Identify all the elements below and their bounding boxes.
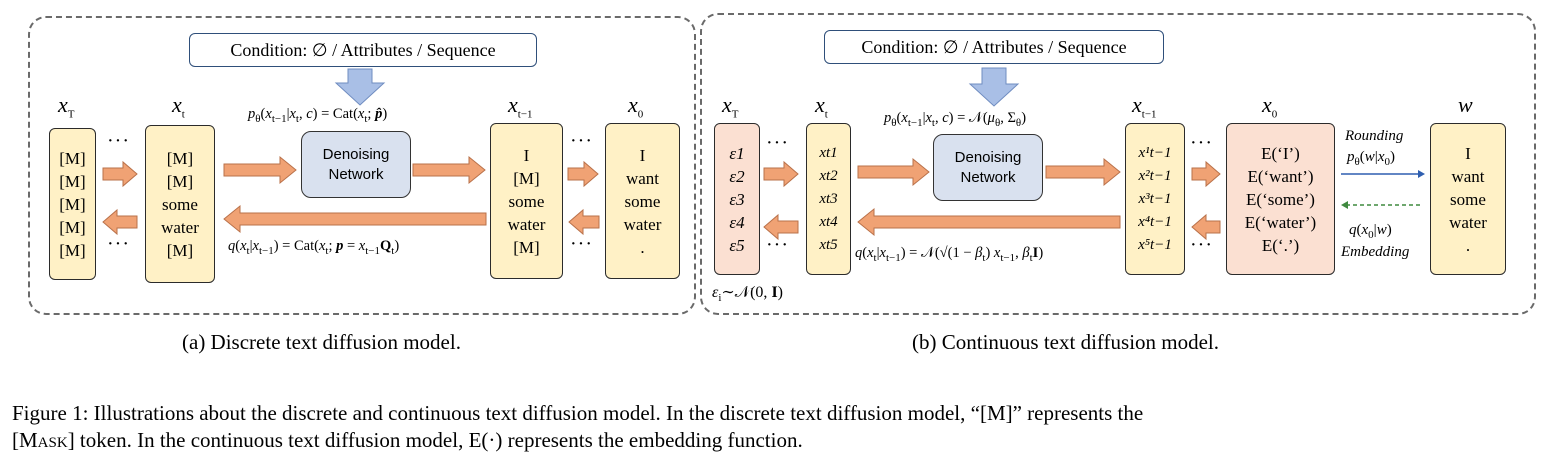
arrow-left-b3: [1191, 213, 1221, 241]
rounding-label: Rounding: [1345, 128, 1404, 144]
column-x0-b: E(‘I’) E(‘want’) E(‘some’) E(‘water’) E(‘.’): [1226, 123, 1335, 275]
arrow-right-b1: [763, 160, 799, 188]
column-xT-a: [M] [M] [M] [M] [M]: [49, 128, 96, 280]
label-xT-a: xT: [58, 92, 75, 121]
condition-arrow-b: [968, 67, 1020, 107]
embedding-formula: q(x0|w): [1349, 222, 1392, 241]
column-xt1-b: x¹t−1 x²t−1 x³t−1 x⁴t−1 x⁵t−1: [1125, 123, 1185, 275]
column-eps-b: ε1 ε2 ε3 ε4 ε5: [714, 123, 760, 275]
label-xt-a: xt: [172, 92, 185, 121]
label-xt1-a: xt−1: [508, 92, 533, 121]
embedding-label: Embedding: [1341, 244, 1410, 260]
ellipsis-a2: ···: [107, 233, 130, 255]
arrow-right-b4: [1191, 160, 1221, 188]
panel-discrete: [28, 16, 696, 315]
condition-arrow-a: [334, 68, 386, 106]
column-xt1-a: I [M] some water [M]: [490, 123, 563, 279]
ellipsis-b2: ···: [766, 234, 789, 256]
arrow-right-b2: [857, 157, 930, 187]
arrow-right-a1: [102, 160, 138, 188]
figure-caption-line1: Figure 1: Illustrations about the discre…: [12, 401, 1144, 425]
column-xt-b: xt1 xt2 xt3 xt4 xt5: [806, 123, 851, 275]
arrow-right-a4: [567, 160, 599, 188]
caption-a: (a) Discrete text diffusion model.: [182, 330, 461, 354]
label-xT-b: xT: [722, 92, 739, 121]
condition-box-a: Condition: ∅ / Attributes / Sequence: [189, 33, 537, 67]
formula-reverse-b: pθ(xt−1|xt, c) = 𝒩(μθ, Σθ): [884, 110, 1027, 129]
label-w-b: w: [1458, 92, 1473, 117]
label-x0-a: x0: [628, 92, 644, 121]
caption-b: (b) Continuous text diffusion model.: [912, 330, 1220, 354]
arrow-right-b3: [1045, 157, 1121, 187]
ellipsis-a1: ···: [107, 130, 130, 152]
label-x0-b: x0: [1262, 92, 1278, 121]
arrow-right-a2: [223, 155, 297, 185]
column-xt-a: [M] [M] some water [M]: [145, 125, 215, 283]
formula-forward-b: q(xt|xt−1) = 𝒩(√(1 − βt) xt−1, βtI): [855, 245, 1044, 264]
arrow-right-a3: [412, 155, 486, 185]
arrow-left-b2: [857, 207, 1121, 237]
condition-box-b: Condition: ∅ / Attributes / Sequence: [824, 30, 1164, 64]
figure-caption: Figure 1: Illustrations about the discre…: [12, 400, 1542, 454]
ellipsis-a3: ···: [570, 130, 593, 152]
formula-reverse-a: pθ(xt−1|xt, c) = Cat(xt; p̂): [248, 106, 388, 125]
formula-forward-a: q(xt|xt−1) = Cat(xt; p = xt−1Qt): [228, 238, 400, 257]
arrow-left-a2: [223, 204, 487, 234]
rounding-formula: pθ(w|x0): [1347, 149, 1395, 168]
ellipsis-b1: ···: [766, 132, 789, 154]
noise-formula-b: εi∼𝒩(0, I): [712, 284, 783, 305]
figure-caption-line2: [Mask] token. In the continuous text dif…: [12, 428, 803, 452]
ellipsis-a4: ···: [570, 233, 593, 255]
label-xt-b: xt: [815, 92, 828, 121]
denoising-network-a: Denoising Network: [301, 131, 411, 198]
denoising-network-b: Denoising Network: [933, 134, 1043, 201]
arrow-left-b1: [763, 213, 799, 241]
panel-continuous: [700, 13, 1536, 315]
arrow-left-a3: [568, 208, 600, 236]
ellipsis-b3: ···: [1190, 132, 1213, 154]
arrow-left-a1: [102, 208, 138, 236]
label-xt1-b: xt−1: [1132, 92, 1157, 121]
